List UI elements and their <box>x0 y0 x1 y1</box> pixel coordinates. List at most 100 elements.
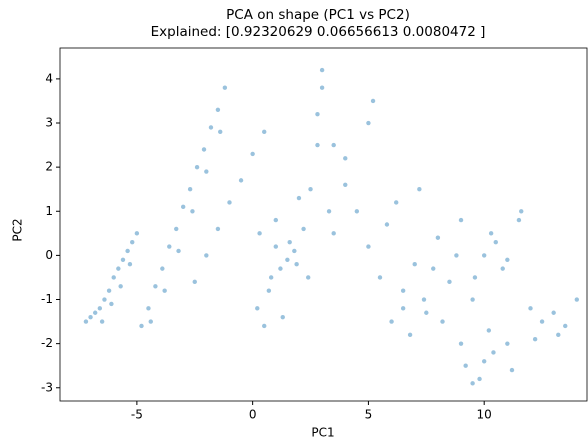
point <box>238 178 244 183</box>
point <box>278 266 283 271</box>
point <box>204 169 209 174</box>
point <box>160 266 165 271</box>
point <box>273 217 279 223</box>
x-tick-label: 0 <box>249 408 257 422</box>
point <box>481 253 487 258</box>
point <box>208 125 214 130</box>
point <box>146 306 151 311</box>
point <box>377 275 383 280</box>
point <box>162 288 167 293</box>
point <box>280 314 285 320</box>
point <box>528 306 533 311</box>
y-tick-label: 4 <box>45 71 53 85</box>
point <box>296 195 302 201</box>
y-tick-label: -1 <box>41 292 53 306</box>
point <box>394 200 399 205</box>
point <box>116 266 121 271</box>
point <box>127 262 133 267</box>
point <box>389 319 394 324</box>
point <box>343 182 348 187</box>
point <box>174 226 179 232</box>
point <box>109 301 114 307</box>
point <box>500 266 505 271</box>
point <box>180 204 186 210</box>
point <box>204 253 209 258</box>
point <box>266 288 272 293</box>
point <box>125 248 130 254</box>
point <box>505 341 510 346</box>
point <box>354 209 360 214</box>
point <box>384 222 390 227</box>
point <box>102 297 107 302</box>
point <box>574 297 580 302</box>
point <box>366 244 371 249</box>
point <box>99 319 105 324</box>
y-tick-label: 1 <box>45 204 53 218</box>
point <box>118 284 123 289</box>
point <box>556 332 561 338</box>
point <box>262 323 267 329</box>
point <box>447 279 452 285</box>
x-axis-label: PC1 <box>311 426 334 440</box>
point <box>400 306 406 311</box>
point <box>88 314 93 320</box>
point <box>516 217 522 223</box>
point <box>92 310 98 315</box>
y-tick-label: 2 <box>45 160 53 174</box>
point <box>319 85 325 90</box>
point <box>470 381 475 386</box>
point <box>326 209 332 214</box>
point <box>486 328 492 333</box>
point <box>130 239 135 245</box>
point <box>519 209 524 214</box>
point <box>201 147 207 152</box>
point <box>215 107 221 112</box>
point <box>285 257 290 262</box>
point <box>370 98 376 104</box>
point <box>315 142 320 148</box>
x-tick-label: -5 <box>131 408 143 422</box>
point <box>463 363 468 368</box>
point <box>431 266 436 271</box>
point <box>315 111 320 117</box>
point <box>470 297 475 302</box>
point <box>493 239 498 245</box>
point <box>255 306 260 311</box>
point <box>192 279 197 285</box>
point <box>532 337 538 342</box>
point <box>120 257 126 262</box>
point <box>287 239 292 245</box>
point <box>539 319 545 324</box>
point <box>488 231 494 236</box>
point <box>331 231 336 236</box>
point <box>343 156 348 161</box>
point <box>366 120 371 126</box>
plot-frame <box>59 47 588 402</box>
point <box>400 288 406 293</box>
point <box>421 297 427 302</box>
point <box>505 257 510 262</box>
y-tick-label: -2 <box>41 336 53 350</box>
point <box>308 187 313 192</box>
point <box>194 164 200 170</box>
point <box>111 275 116 280</box>
point <box>458 341 464 346</box>
point <box>148 319 153 324</box>
chart-title: PCA on shape (PC1 vs PC2) <box>226 7 410 23</box>
point <box>215 226 221 232</box>
y-tick-label: -3 <box>41 380 53 394</box>
point <box>139 323 144 329</box>
point <box>153 284 158 289</box>
point <box>250 151 255 157</box>
point <box>424 310 429 315</box>
x-tick-label: 10 <box>477 408 492 422</box>
point <box>440 319 445 324</box>
point <box>262 129 267 135</box>
point <box>218 129 223 135</box>
point <box>268 275 274 280</box>
point <box>412 262 417 267</box>
point <box>509 367 515 373</box>
point <box>294 262 299 267</box>
point <box>417 187 422 192</box>
